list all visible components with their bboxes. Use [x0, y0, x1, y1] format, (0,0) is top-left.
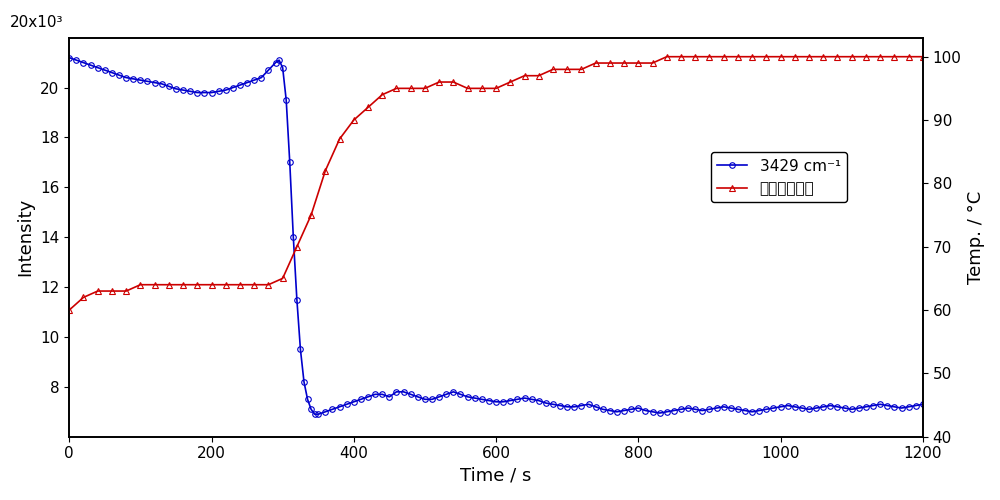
- 3429 cm⁻¹: [917, 402, 929, 407]
- 温度（右軸）: [817, 54, 829, 60]
- 温度（右軸）: [575, 66, 587, 72]
- 温度（右軸）: [234, 282, 246, 288]
- 3429 cm⁻¹: [561, 404, 573, 410]
- 3429 cm⁻¹: [106, 70, 118, 75]
- 温度（右軸）: [661, 54, 673, 60]
- 温度（右軸）: [519, 72, 531, 78]
- 3429 cm⁻¹: [782, 402, 794, 408]
- 3429 cm⁻¹: [309, 412, 321, 418]
- 3429 cm⁻¹: [597, 406, 609, 412]
- Legend: 3429 cm⁻¹, 温度（右軸）: 3429 cm⁻¹, 温度（右軸）: [711, 152, 847, 202]
- Line: 温度（右軸）: 温度（右軸）: [66, 53, 926, 314]
- X-axis label: Time / s: Time / s: [460, 467, 532, 485]
- 温度（右軸）: [63, 307, 75, 313]
- Line: 3429 cm⁻¹: 3429 cm⁻¹: [66, 55, 926, 417]
- Y-axis label: Intensity: Intensity: [17, 198, 35, 276]
- Y-axis label: Temp. / °C: Temp. / °C: [967, 190, 985, 284]
- 3429 cm⁻¹: [860, 404, 872, 410]
- 温度（右軸）: [362, 104, 374, 110]
- Text: 20x10³: 20x10³: [9, 14, 63, 30]
- 温度（右軸）: [917, 54, 929, 60]
- 3429 cm⁻¹: [63, 54, 75, 60]
- 温度（右軸）: [262, 282, 274, 288]
- 3429 cm⁻¹: [547, 402, 559, 407]
